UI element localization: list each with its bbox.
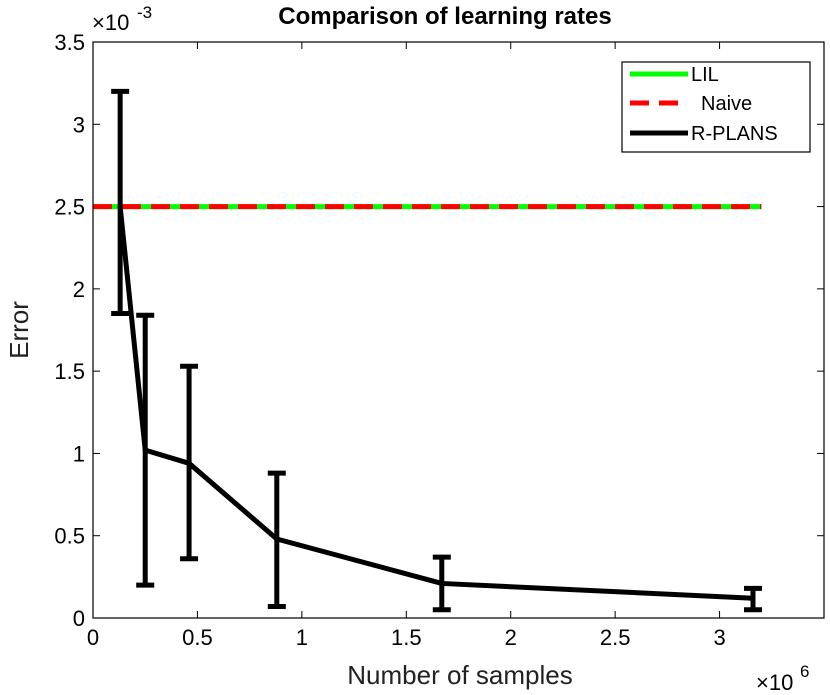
- axes-box: [92, 41, 825, 619]
- x-tick-label: 0.5: [182, 625, 213, 650]
- data-point: [142, 447, 148, 453]
- x-tick-label: 2.5: [600, 625, 631, 650]
- legend-label-lil: LIL: [691, 64, 719, 86]
- x-axis-label: Number of samples: [347, 660, 572, 690]
- y-tick-label: 0.5: [54, 524, 85, 549]
- y-tick-label: 3: [73, 112, 85, 137]
- y-tick-label: 2: [73, 277, 85, 302]
- x-tick-label: 0: [87, 625, 99, 650]
- data-point: [750, 595, 756, 601]
- data-point: [186, 460, 192, 466]
- y-tick-label: 3.5: [54, 30, 85, 55]
- y-multiplier-exponent: -3: [137, 3, 152, 22]
- x-multiplier-base: ×10: [756, 670, 793, 695]
- y-tick-label: 1: [73, 441, 85, 466]
- y-tick-label: 0: [73, 606, 85, 631]
- legend-label-naive: Naive: [701, 93, 752, 115]
- x-tick-label: 2: [505, 625, 517, 650]
- data-point: [439, 580, 445, 586]
- legend: LIL Naive R-PLANS: [621, 61, 811, 153]
- data-point: [274, 536, 280, 542]
- x-tick-label: 3: [713, 625, 725, 650]
- x-tick-label: 1: [296, 625, 308, 650]
- y-tick-label: 2.5: [54, 195, 85, 220]
- data-point: [117, 204, 123, 210]
- x-axis-multiplier: ×10 6: [756, 662, 809, 695]
- legend-box: [621, 61, 811, 153]
- legend-label-rplans: R-PLANS: [691, 123, 778, 145]
- x-tick-label: 1.5: [391, 625, 422, 650]
- axes-ticks: 0 0.5 1 1.5 2 2.5 3 0 0.5 1 1.5 2 2.5 3 3.5: [54, 30, 824, 650]
- series-line-r-plans: [117, 206, 754, 601]
- y-tick-label: 1.5: [54, 359, 85, 384]
- y-axis-multiplier: ×10 -3: [92, 3, 152, 35]
- x-multiplier-exponent: 6: [800, 662, 809, 681]
- plot-area: [93, 88, 762, 613]
- y-axis-label: Error: [4, 301, 34, 359]
- chart-title: Comparison of learning rates: [278, 3, 611, 30]
- y-multiplier-base: ×10: [92, 10, 129, 35]
